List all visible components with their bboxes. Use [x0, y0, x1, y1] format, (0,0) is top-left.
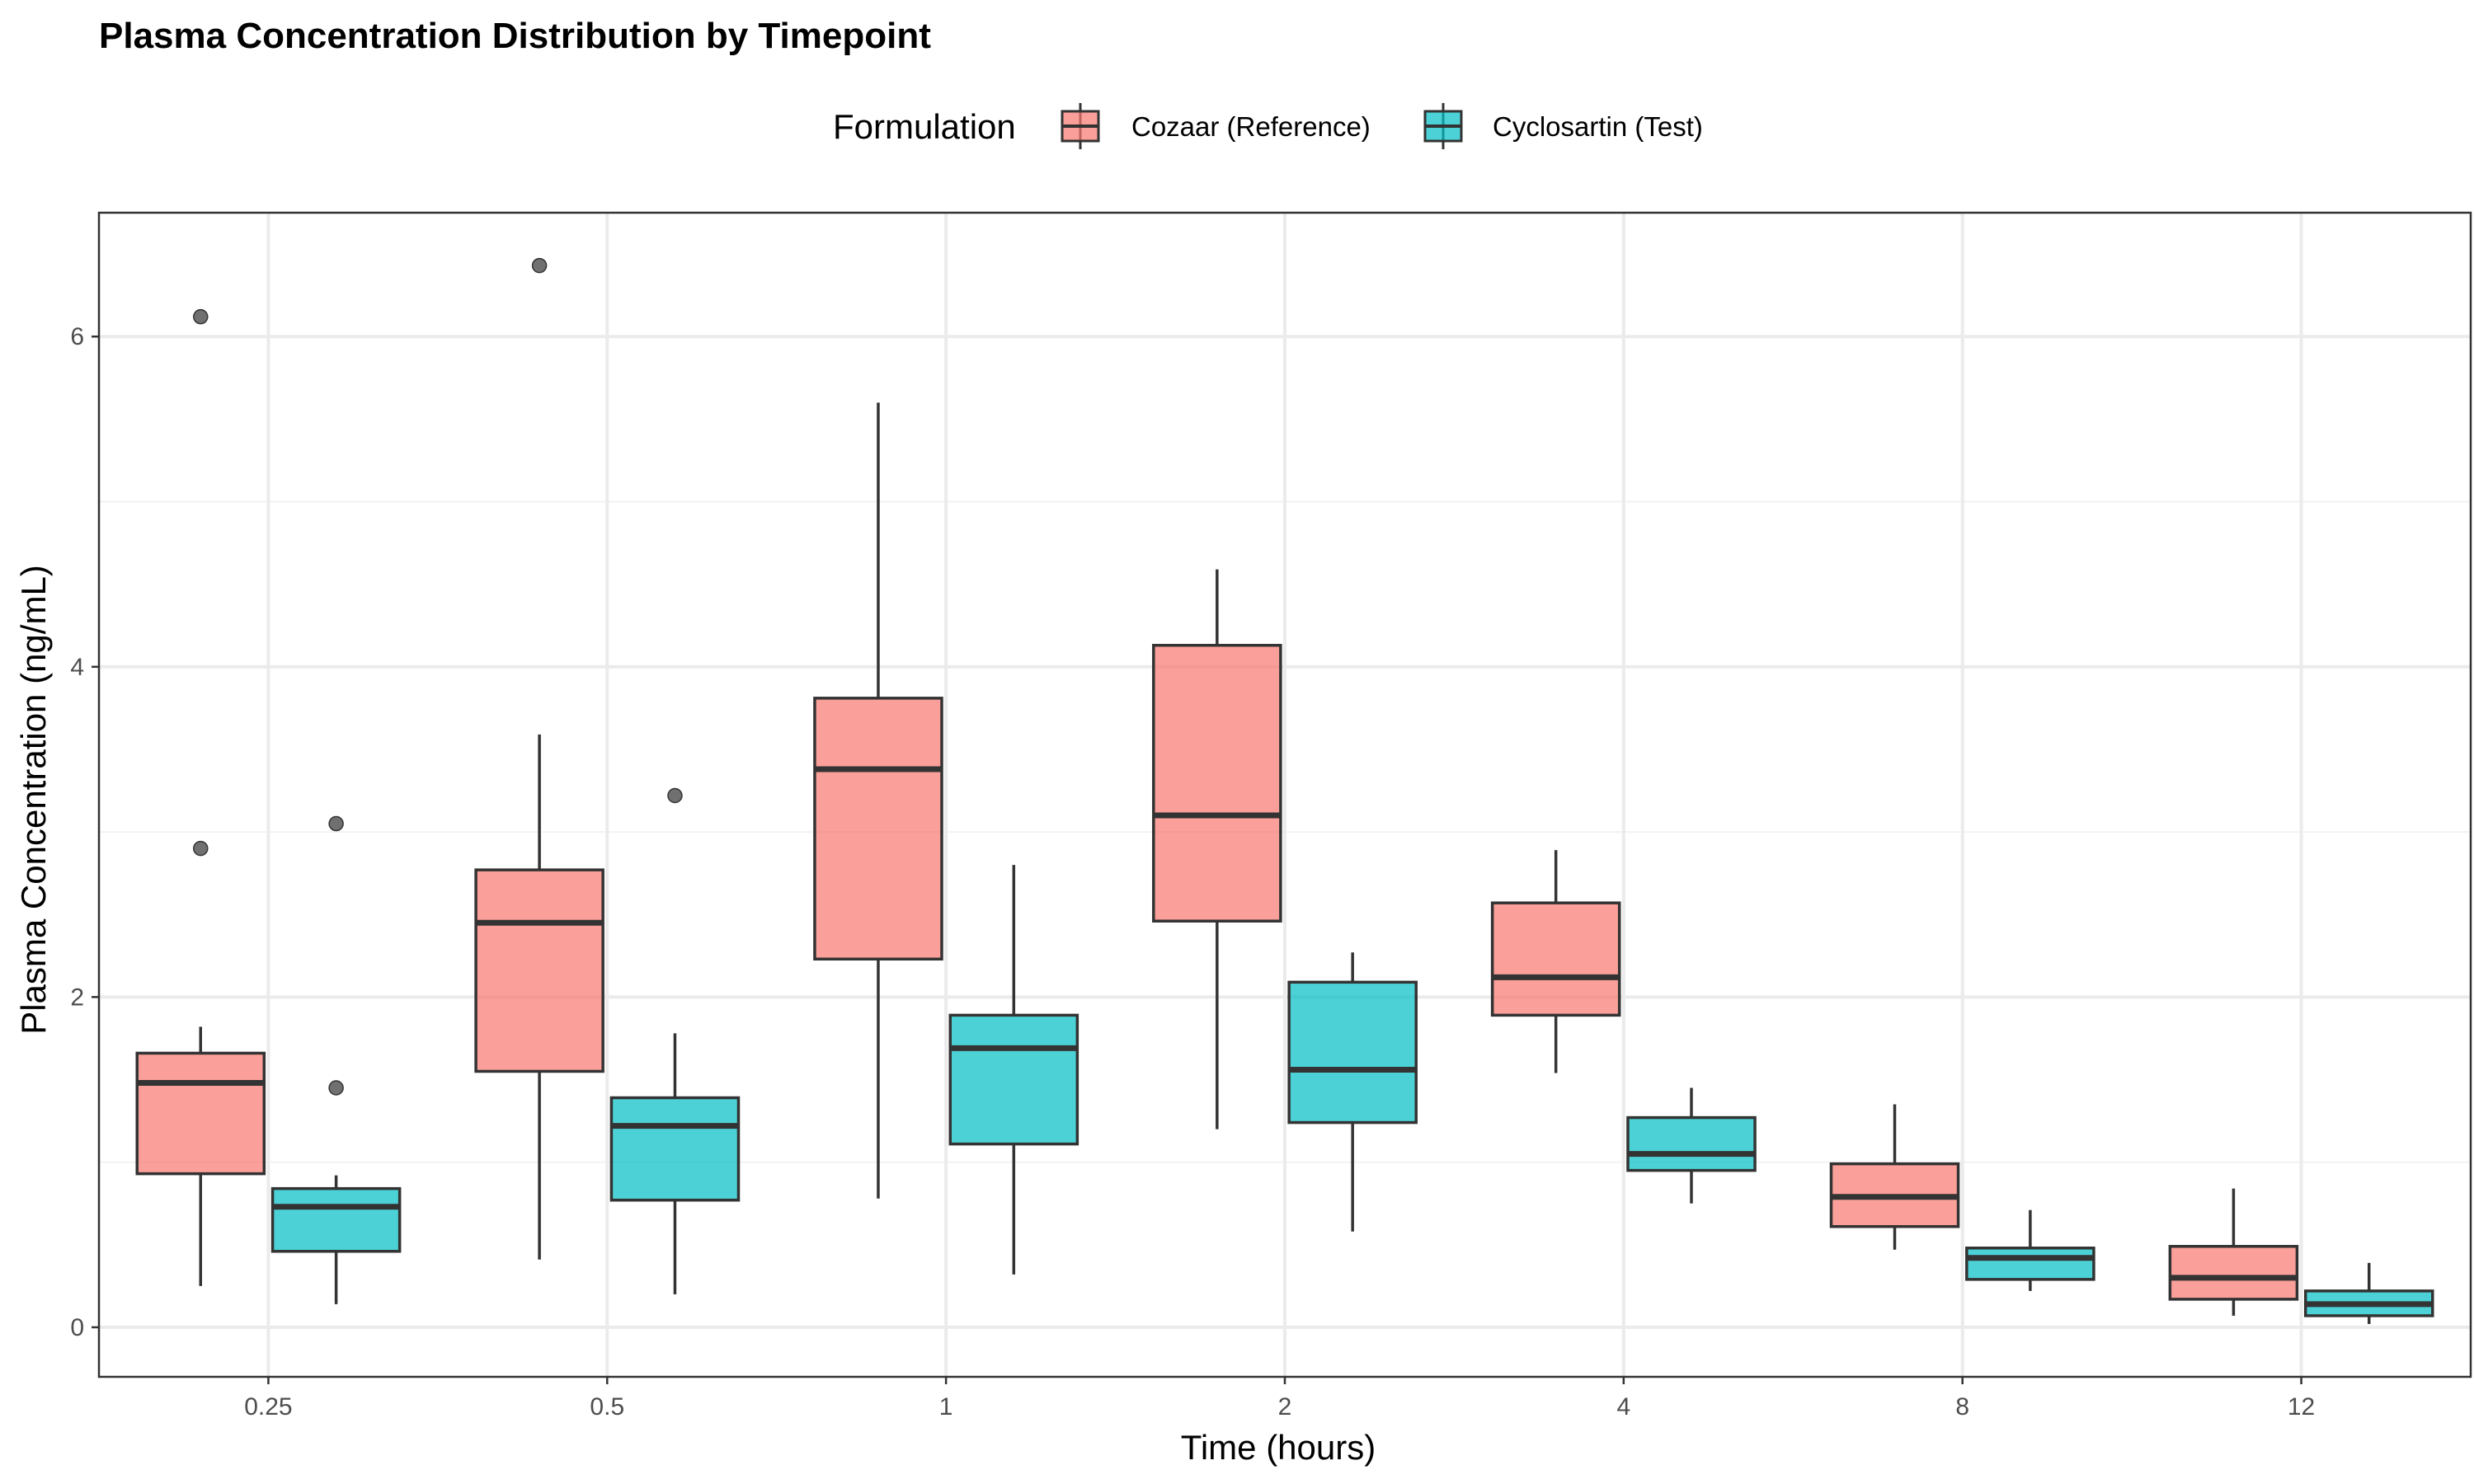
box-test-1: [948, 865, 1079, 1275]
y-tick-label: 6: [70, 323, 84, 350]
x-tick-label: 4: [1617, 1393, 1631, 1421]
box-iqr: [609, 1096, 741, 1202]
box-iqr: [474, 868, 604, 1073]
legend-item-test: Cyclosartin (Test): [1423, 103, 1703, 149]
box-test-0.25: [270, 815, 402, 1304]
box-test-12: [2303, 1262, 2434, 1324]
box-test-4: [1626, 1087, 1757, 1204]
box-reference-12: [2168, 1188, 2299, 1316]
legend-title: Formulation: [833, 107, 1016, 146]
outlier-point: [193, 308, 209, 325]
box-iqr: [813, 697, 943, 961]
outlier-point: [667, 787, 683, 804]
box-reference-8: [1829, 1104, 1960, 1250]
x-tick-label: 2: [1278, 1393, 1292, 1421]
panel-border: [97, 211, 2472, 1378]
x-axis-title: Time (hours): [1181, 1428, 1376, 1467]
x-tick-label: 1: [939, 1393, 953, 1421]
x-tick-label: 0.5: [590, 1393, 624, 1421]
box-iqr: [1965, 1247, 2095, 1281]
box-iqr: [135, 1051, 266, 1176]
box-iqr: [948, 1013, 1079, 1146]
box-iqr: [1152, 643, 1282, 923]
outlier-point: [531, 257, 548, 274]
y-tick-label: 2: [70, 984, 84, 1011]
legend-label: Cozaar (Reference): [1131, 111, 1371, 142]
box-reference-4: [1490, 850, 1621, 1073]
legend: Formulation Cozaar (Reference) Cyclosarti…: [833, 103, 1703, 149]
y-axis-title: Plasma Concentration (ng/mL): [14, 565, 53, 1035]
box-iqr: [270, 1186, 402, 1253]
outlier-point: [328, 1080, 344, 1096]
box-iqr: [1626, 1115, 1757, 1172]
box-iqr: [1287, 980, 1418, 1125]
box-test-2: [1287, 952, 1418, 1232]
box-iqr: [2168, 1245, 2299, 1301]
box-reference-0.5: [474, 257, 604, 1260]
box-test-8: [1965, 1209, 2095, 1291]
y-tick-label: 0: [70, 1314, 84, 1341]
outlier-point: [193, 840, 209, 857]
x-tick-label: 12: [2288, 1393, 2315, 1421]
box-iqr: [1490, 901, 1621, 1017]
box-test-0.5: [609, 787, 741, 1294]
outlier-point: [328, 815, 344, 832]
box-reference-0.25: [135, 308, 266, 1286]
chart-title: Plasma Concentration Distribution by Tim…: [99, 16, 931, 56]
y-tick-label: 4: [70, 654, 84, 681]
box-reference-1: [813, 402, 943, 1199]
legend-label: Cyclosartin (Test): [1493, 111, 1703, 142]
x-tick-label: 8: [1955, 1393, 1969, 1421]
box-reference-2: [1152, 569, 1282, 1129]
legend-item-reference: Cozaar (Reference): [1061, 103, 1371, 149]
x-tick-label: 0.25: [244, 1393, 292, 1421]
